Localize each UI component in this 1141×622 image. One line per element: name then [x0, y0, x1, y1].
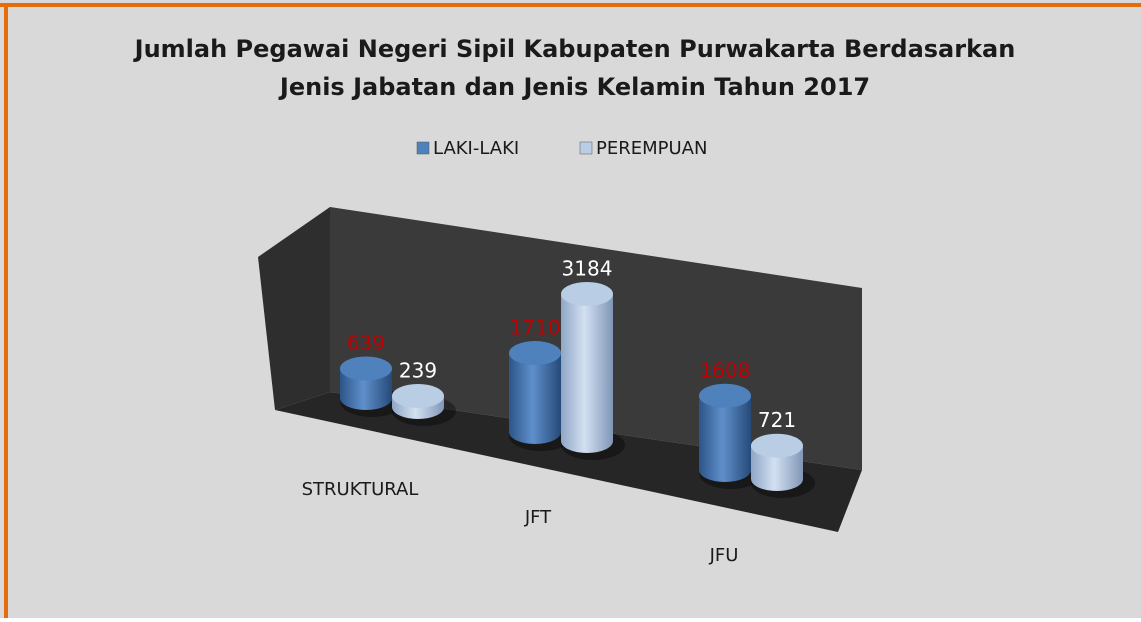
- data-label: 239: [399, 358, 437, 382]
- bar-top: [751, 433, 803, 458]
- side-wall: [258, 207, 330, 410]
- legend-swatch: [416, 141, 430, 155]
- bar-top: [509, 341, 561, 366]
- bar-top: [699, 383, 751, 408]
- floor: [275, 392, 862, 532]
- data-label: 721: [758, 408, 796, 432]
- chart-subtitle: Jenis Jabatan dan Jenis Kelamin Tahun 20…: [278, 73, 870, 101]
- bar: [509, 353, 561, 444]
- x-tick-label: JFU: [709, 545, 739, 566]
- bar: [699, 395, 751, 482]
- data-label: 639: [347, 331, 385, 355]
- bar: [561, 294, 613, 453]
- legend-label: PEREMPUAN: [596, 138, 707, 159]
- legend-swatch: [579, 141, 593, 155]
- chart-title: Jumlah Pegawai Negeri Sipil Kabupaten Pu…: [133, 35, 1016, 63]
- x-tick-label: JFT: [524, 507, 552, 528]
- x-tick-label: STRUKTURAL: [302, 479, 419, 500]
- legend: LAKI-LAKI PEREMPUAN: [416, 138, 707, 159]
- data-label: 1608: [700, 358, 751, 382]
- bar-top: [561, 282, 613, 306]
- data-label: 1710: [510, 316, 561, 340]
- bar: [751, 445, 803, 491]
- data-label: 3184: [562, 257, 613, 281]
- legend-label: LAKI-LAKI: [433, 138, 519, 159]
- bar-top: [392, 383, 444, 408]
- bar-top: [340, 356, 392, 381]
- plot: STRUKTURAL JFT JFU 639 1710 1608 239 3184 721: [302, 257, 815, 566]
